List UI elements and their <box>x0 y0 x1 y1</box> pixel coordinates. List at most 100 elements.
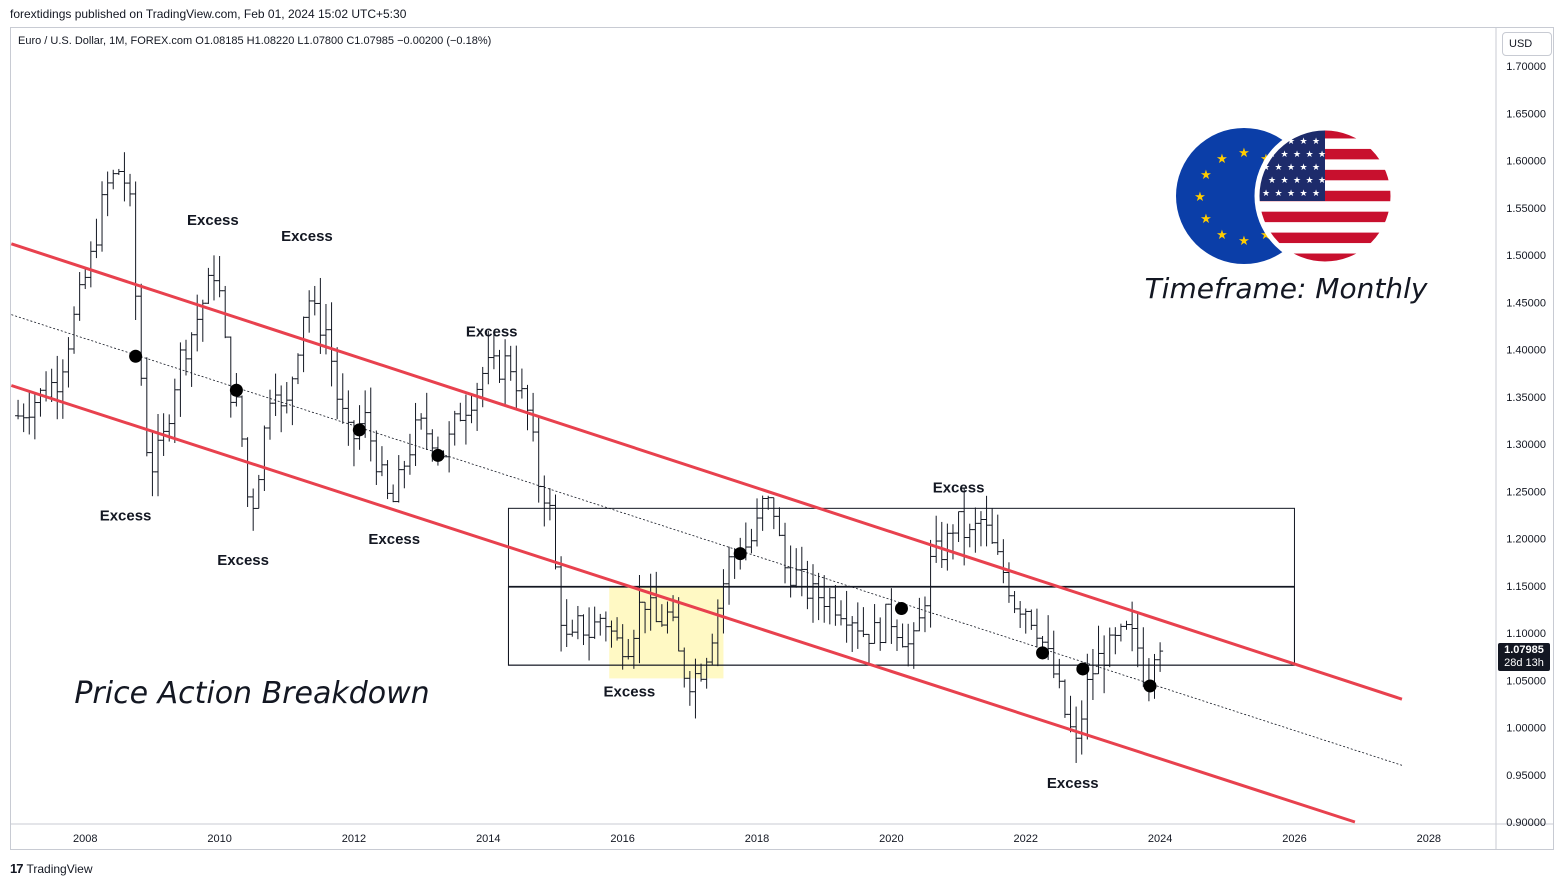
x-tick-label: 2012 <box>342 833 366 845</box>
ohlc-bar <box>597 613 604 636</box>
touch-point <box>1076 662 1090 676</box>
ohlc-bar <box>770 497 777 530</box>
us-star-icon: ★ <box>1280 176 1288 186</box>
ohlc-bar <box>916 597 923 632</box>
ohlc-bar <box>507 345 514 381</box>
ohlc-bar <box>1011 591 1018 614</box>
ohlc-bar <box>1117 623 1124 642</box>
ohlc-bar <box>530 392 537 442</box>
eu-star-icon: ★ <box>1216 228 1228 243</box>
channel-upper-line[interactable] <box>10 242 1403 701</box>
eu-star-icon: ★ <box>1200 168 1212 183</box>
ohlc-bar <box>709 633 716 665</box>
us-star-icon: ★ <box>1299 189 1307 199</box>
channel-lower-line[interactable] <box>10 384 1356 824</box>
ohlc-bar <box>177 342 184 417</box>
us-star-icon: ★ <box>1318 176 1326 186</box>
ohlc-bar <box>776 507 783 537</box>
trend-channel[interactable] <box>10 242 1403 824</box>
ohlc-bar <box>115 168 122 175</box>
y-tick-label: 1.50000 <box>1506 250 1546 262</box>
ohlc-bar <box>765 495 772 510</box>
ohlc-bar <box>412 402 419 467</box>
ohlc-bar <box>283 382 290 414</box>
touch-point <box>431 448 445 462</box>
excess-annotation: Excess <box>1047 775 1099 792</box>
ohlc-bar <box>877 617 884 651</box>
ohlc-bar <box>647 573 654 631</box>
ohlc-bar <box>345 390 352 446</box>
eu-star-icon: ★ <box>1200 212 1212 227</box>
ohlc-bar <box>294 353 301 385</box>
ohlc-bar <box>994 514 1001 555</box>
ohlc-bar <box>328 302 335 387</box>
last-price-label: 1.07985 28d 13h <box>1498 643 1550 671</box>
x-tick-label: 2022 <box>1014 833 1038 845</box>
overlay-texts: Timeframe: Monthly Price Action Breakdow… <box>74 272 1428 711</box>
ohlc-bar <box>782 522 789 584</box>
timeframe-label: Timeframe: Monthly <box>1145 272 1428 305</box>
eu-star-icon: ★ <box>1216 152 1228 167</box>
touch-point <box>733 547 747 561</box>
ohlc-bar <box>401 460 408 489</box>
us-star-icon: ★ <box>1274 189 1282 199</box>
ohlc-bar <box>1089 648 1096 701</box>
ohlc-bar <box>574 605 581 640</box>
ohlc-bar <box>882 603 889 644</box>
y-tick-label: 1.65000 <box>1506 108 1546 120</box>
ohlc-bar <box>541 475 548 527</box>
ohlc-bar <box>860 607 867 638</box>
ohlc-bar <box>110 169 117 190</box>
ohlc-bar <box>71 306 78 354</box>
ohlc-bar <box>686 671 693 706</box>
ohlc-bar <box>1112 627 1119 655</box>
us-star-icon: ★ <box>1262 163 1270 173</box>
tradingview-logo[interactable]: 17 TradingView <box>10 861 93 876</box>
ohlc-bar <box>748 528 755 554</box>
ohlc-bar <box>317 277 324 354</box>
ohlc-bar <box>1022 608 1029 634</box>
ohlc-bar <box>619 624 626 670</box>
ohlc-bar <box>535 416 542 503</box>
ohlc-bar <box>1067 695 1074 733</box>
ohlc-bar <box>664 601 671 634</box>
ohlc-bar <box>255 474 262 509</box>
us-star-icon: ★ <box>1305 176 1313 186</box>
excess-annotation: Excess <box>368 531 420 548</box>
ohlc-bar <box>367 387 374 462</box>
ohlc-bar <box>586 607 593 661</box>
ohlc-bar <box>1061 679 1068 718</box>
symbol-info-line: Euro / U.S. Dollar, 1M, FOREX.com O1.081… <box>18 35 492 47</box>
us-star-icon: ★ <box>1293 176 1301 186</box>
ohlc-bar <box>99 181 106 252</box>
excess-annotation: Excess <box>187 212 239 229</box>
ohlc-bar <box>653 571 660 623</box>
y-tick-label: 1.15000 <box>1506 581 1546 593</box>
excess-annotation: Excess <box>466 323 518 340</box>
us-star-icon: ★ <box>1318 150 1326 160</box>
ohlc-bar <box>838 600 845 626</box>
price-bars <box>15 152 1164 763</box>
ohlc-bar <box>300 316 307 373</box>
ohlc-bar <box>155 413 162 497</box>
ohlc-bar <box>1050 630 1057 679</box>
ohlc-bar <box>714 599 721 667</box>
ohlc-bar <box>865 633 872 665</box>
us-star-icon: ★ <box>1262 189 1270 199</box>
ohlc-bar <box>65 337 72 388</box>
us-star-icon: ★ <box>1312 137 1320 147</box>
ohlc-bar <box>20 403 27 433</box>
us-star-icon: ★ <box>1299 163 1307 173</box>
excess-annotations: Excess Excess Excess Excess Excess Excess Exce… <box>100 212 1099 792</box>
ohlc-bar <box>832 585 839 626</box>
currency-selector-button[interactable]: USD <box>1502 32 1552 56</box>
touch-point <box>129 349 143 363</box>
y-tick-label: 1.00000 <box>1506 723 1546 735</box>
ohlc-bar <box>451 410 458 446</box>
ohlc-bar <box>272 373 279 416</box>
y-tick-label: 0.90000 <box>1506 817 1546 829</box>
ohlc-bar <box>423 392 430 450</box>
ohlc-bar <box>983 495 990 547</box>
touch-point <box>352 423 366 437</box>
